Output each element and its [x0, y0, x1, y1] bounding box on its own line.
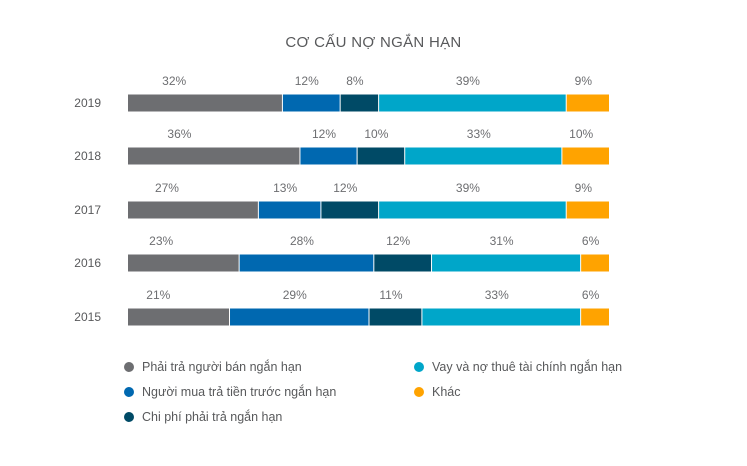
bar-segment — [379, 201, 566, 219]
data-label: 39% — [456, 74, 480, 88]
category-label: 2015 — [74, 310, 101, 324]
bar-segment — [340, 94, 379, 112]
bar-segment — [300, 147, 357, 165]
bar-segment — [566, 201, 609, 219]
legend-item: Người mua trả tiền trước ngắn hạn — [124, 385, 336, 399]
data-label: 8% — [346, 74, 364, 88]
data-label: 33% — [467, 127, 491, 141]
category-label: 2018 — [74, 149, 101, 163]
legend-item: Khác — [414, 385, 461, 399]
bar-segment — [379, 94, 566, 112]
data-label: 10% — [569, 127, 593, 141]
legend-label: Chi phí phải trả ngắn hạn — [142, 410, 283, 424]
data-label: 33% — [485, 288, 509, 302]
data-label: 9% — [575, 181, 593, 195]
bar-segment — [128, 308, 230, 326]
bar-segment — [566, 94, 609, 112]
data-label: 11% — [379, 288, 402, 302]
bar-segment — [128, 94, 282, 112]
category-label: 2016 — [74, 256, 101, 270]
bar-segment — [282, 94, 340, 112]
legend-label: Phải trả người bán ngắn hạn — [142, 360, 302, 374]
data-label: 6% — [582, 234, 600, 248]
legend-label: Khác — [432, 385, 461, 399]
data-label: 27% — [155, 181, 179, 195]
data-label: 12% — [333, 181, 357, 195]
data-label: 21% — [146, 288, 170, 302]
data-label: 28% — [290, 234, 314, 248]
legend-item: Vay và nợ thuê tài chính ngắn hạn — [414, 360, 622, 374]
data-label: 32% — [162, 74, 186, 88]
chart-title: CƠ CẤU NỢ NGẮN HẠN — [285, 34, 462, 51]
bar-segment — [374, 254, 432, 272]
bar-segment — [321, 201, 379, 219]
data-label: 12% — [295, 74, 319, 88]
data-label: 36% — [167, 127, 191, 141]
data-label: 12% — [386, 234, 410, 248]
data-label: 12% — [312, 127, 336, 141]
legend-label: Người mua trả tiền trước ngắn hạn — [142, 385, 337, 399]
bar-segment — [239, 254, 374, 272]
data-label: 9% — [575, 74, 593, 88]
bar-segment — [128, 147, 300, 165]
category-label: 2019 — [74, 96, 101, 110]
bar-segment — [432, 254, 581, 272]
data-label: 13% — [273, 181, 297, 195]
data-label: 23% — [149, 234, 173, 248]
bar-segment — [128, 254, 239, 272]
category-label: 2017 — [74, 203, 101, 217]
bar-segment — [581, 308, 609, 326]
bar-segment — [562, 147, 609, 165]
bar-segment — [258, 201, 321, 219]
bar-segment — [422, 308, 581, 326]
legend-marker-icon — [124, 412, 134, 422]
data-label: 29% — [283, 288, 307, 302]
bar-segment — [405, 147, 562, 165]
bar-segment — [230, 308, 369, 326]
data-label: 10% — [364, 127, 388, 141]
bar-segment — [369, 308, 422, 326]
data-label: 6% — [582, 288, 600, 302]
bar-segment — [128, 201, 258, 219]
legend-marker-icon — [124, 387, 134, 397]
data-label: 31% — [490, 234, 514, 248]
data-label: 39% — [456, 181, 480, 195]
legend-item: Chi phí phải trả ngắn hạn — [124, 410, 282, 424]
bar-segment — [581, 254, 609, 272]
legend-item: Phải trả người bán ngắn hạn — [124, 360, 302, 374]
bar-segment — [357, 147, 405, 165]
legend-marker-icon — [414, 387, 424, 397]
legend-label: Vay và nợ thuê tài chính ngắn hạn — [432, 360, 623, 374]
legend-marker-icon — [414, 362, 424, 372]
legend-marker-icon — [124, 362, 134, 372]
